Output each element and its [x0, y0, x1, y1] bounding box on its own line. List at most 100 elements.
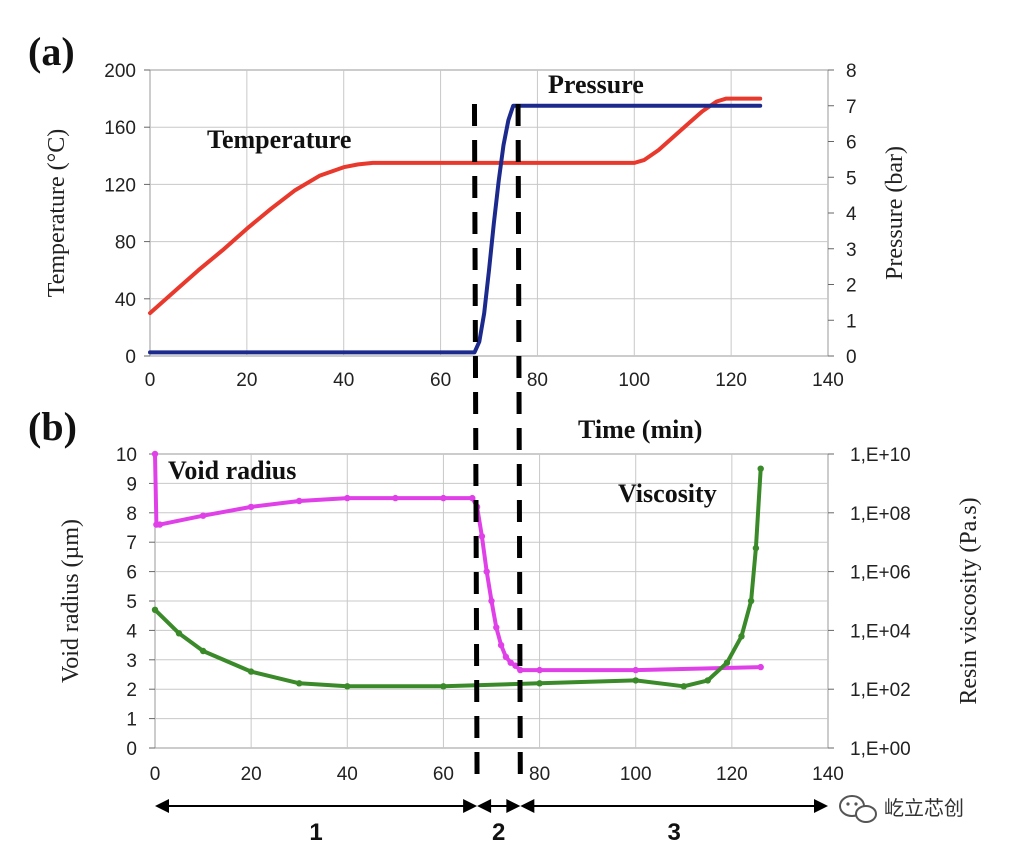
panel-a-y-tick-label: 80	[115, 233, 136, 254]
panel-b-y2-tick-label: 1,E+08	[850, 504, 911, 525]
viscosity-point	[199, 647, 207, 655]
void-radius-point	[151, 450, 159, 458]
temperature-series-label: Temperature	[207, 125, 351, 154]
void-radius-point	[757, 663, 764, 671]
panel-a-y-tick-label: 40	[115, 290, 136, 311]
panel-b-y-tick-label: 2	[126, 680, 137, 701]
void-radius-point	[469, 494, 476, 502]
phase-label: 1	[309, 819, 322, 846]
void-radius-point	[296, 497, 303, 505]
viscosity-point	[723, 659, 731, 666]
viscosity-point	[632, 677, 639, 684]
panel-a-y2-tick-label: 1	[846, 311, 857, 332]
void-radius-point	[512, 662, 519, 669]
panel-a-x-tick-label: 60	[430, 370, 451, 391]
phase-label: 3	[667, 819, 680, 846]
viscosity-point	[296, 680, 303, 687]
panel-b-y2-axis-title: Resin viscosity (Pa.s)	[956, 497, 982, 704]
panel-a-y-tick-label: 0	[125, 347, 136, 368]
panel-b-x-ticks: 0 20 40 60 80 100 120 140	[150, 764, 844, 785]
phase-arrow-head-right	[814, 799, 828, 813]
panel-b-y2-tick-label: 1,E+02	[850, 680, 911, 701]
phase-boundaries	[471, 103, 523, 787]
panel-a-y-ticks: 0 40 80 120 160 200	[104, 61, 150, 368]
panel-b-x-tick-label: 140	[812, 764, 844, 785]
panel-a-y2-ticks: 0 1 2 3 4 5 6 7 8	[828, 61, 857, 368]
wechat-icon	[839, 795, 877, 823]
void-radius-series-label: Void radius	[168, 456, 296, 485]
viscosity-series-label: Viscosity	[618, 479, 717, 508]
panel-a-x-axis-title: Time (min)	[578, 415, 702, 444]
phase-arrow-head-left	[155, 799, 169, 813]
panel-b-x-tick-label: 40	[337, 764, 358, 785]
panel-a-series	[148, 96, 763, 355]
void-radius-point	[199, 512, 207, 519]
viscosity-point	[344, 683, 351, 690]
panel-a-y2-tick-label: 8	[846, 61, 857, 82]
panel-a-y2-axis-title: Pressure (bar)	[882, 146, 908, 280]
panel-a-y-axis-title: Temperature (°C)	[44, 129, 70, 298]
viscosity-point	[752, 544, 760, 552]
panel-b-series	[151, 450, 764, 690]
panel-b-y-ticks: 0 1 2 3 4 5 6 7 8 9 10	[116, 445, 155, 760]
panel-a-label: (a)	[28, 29, 75, 74]
phase-arrows: 1 2 3	[155, 799, 828, 846]
panel-b-grid	[155, 454, 828, 748]
phase-label: 2	[492, 819, 505, 846]
panel-a-y2-tick-label: 6	[846, 133, 857, 154]
phase-boundary-dashed-line	[471, 103, 480, 787]
panel-b-x-tick-label: 0	[150, 764, 161, 785]
viscosity-point	[757, 465, 764, 472]
panel-b-y-tick-label: 7	[126, 533, 137, 554]
void-radius-point	[440, 494, 447, 502]
panel-a-x-tick-label: 120	[715, 370, 747, 391]
panel-a-x-tick-label: 40	[333, 370, 354, 391]
phase-arrow-head-right	[506, 799, 521, 813]
viscosity-point	[151, 606, 159, 613]
panel-a-x-ticks: 0 20 40 60 80 100 120 140	[145, 370, 844, 391]
void-radius-point	[392, 494, 399, 502]
viscosity-point	[704, 677, 711, 684]
panel-a-x-tick-label: 0	[145, 370, 156, 391]
panel-a-plot-area	[149, 69, 829, 357]
viscosity-point	[747, 597, 755, 605]
panel-a-grid	[150, 70, 828, 356]
watermark: 屹立芯创	[839, 795, 964, 823]
temperature-line	[148, 96, 763, 316]
panel-b-y2-tick-label: 1,E+06	[850, 563, 911, 584]
panel-a-y-tick-label: 160	[104, 118, 136, 139]
void-radius-point	[497, 641, 505, 649]
panel-b-label: (b)	[28, 404, 77, 449]
panel-a-x-tick-label: 80	[527, 370, 548, 391]
panel-b-y-tick-label: 4	[126, 621, 137, 642]
panel-b-y-tick-label: 6	[126, 563, 137, 584]
panel-a-y-tick-label: 120	[104, 175, 136, 196]
pressure-series-label: Pressure	[548, 70, 644, 99]
void-radius-point	[247, 503, 255, 511]
panel-b-y-tick-label: 3	[126, 651, 137, 672]
panel-a-y2-tick-label: 0	[846, 347, 857, 368]
panel-a-y2-tick-label: 4	[846, 204, 857, 225]
panel-b-y-tick-label: 1	[126, 710, 137, 731]
panel-a-x-tick-label: 100	[618, 370, 650, 391]
panel-a-x-tick-label: 20	[236, 370, 257, 391]
panel-b-y2-tick-label: 1,E+00	[850, 739, 911, 760]
phase-arrow-head-left	[520, 799, 535, 813]
panel-b-x-tick-label: 80	[529, 764, 550, 785]
panel-b-x-tick-label: 100	[620, 764, 652, 785]
void-radius-point	[536, 666, 543, 674]
viscosity-line	[153, 466, 763, 689]
void-radius-point	[517, 666, 524, 674]
void-radius-point	[632, 666, 639, 674]
panel-a-y2-tick-label: 2	[846, 276, 857, 297]
panel-a: 0 20 40 60 80 100 120 140 0 40 80 120 160 200 0 1 2 3 4 5…	[28, 29, 908, 444]
viscosity-point	[738, 633, 745, 640]
void-radius-point	[156, 521, 163, 528]
panel-b-y-tick-label: 8	[126, 504, 137, 525]
panel-b-y-tick-label: 9	[126, 474, 137, 495]
panel-b-y2-tick-label: 1,E+10	[850, 445, 911, 466]
void-radius-point	[478, 533, 486, 540]
void-radius-point	[488, 597, 495, 605]
panel-a-y2-tick-label: 5	[846, 168, 857, 189]
watermark-text: 屹立芯创	[884, 797, 964, 820]
